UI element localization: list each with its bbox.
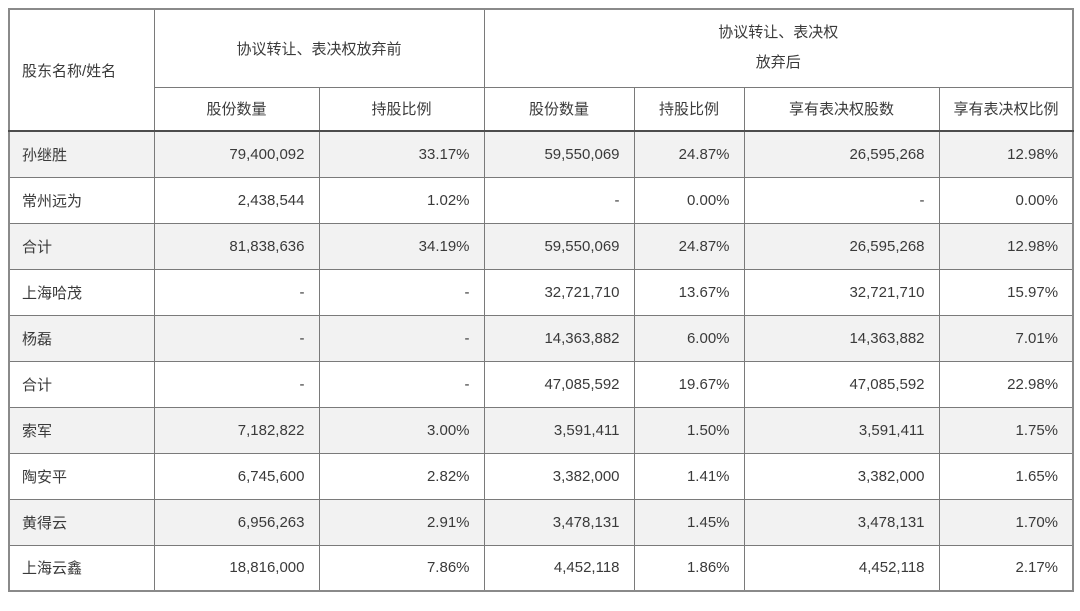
value-cell: 12.98% bbox=[938, 222, 1074, 270]
value-cell: 13.67% bbox=[633, 268, 745, 316]
value-cell: - bbox=[153, 314, 320, 362]
table-row: 常州远为 2,438,544 1.02% -0.00% -0.00% bbox=[8, 176, 1074, 224]
col-header-voting-shares: 享有表决权股数 bbox=[743, 86, 940, 132]
value-cell: 47,085,592 bbox=[483, 360, 635, 408]
after-group-header-line1: 协议转让、表决权 bbox=[718, 24, 839, 42]
value-cell: 3.00% bbox=[318, 406, 485, 454]
shareholding-table: 股东名称/姓名 协议转让、表决权放弃前 协议转让、表决权 放弃后 股份数量 持股… bbox=[8, 8, 1075, 592]
value-cell: 32,721,710 bbox=[483, 268, 635, 316]
shareholder-name-cell: 黄得云 bbox=[8, 498, 155, 546]
value-cell: 14,363,882 bbox=[743, 314, 940, 362]
value-cell: 14,363,882 bbox=[483, 314, 635, 362]
col-header-shares-after: 股份数量 bbox=[483, 86, 635, 132]
col-header-ratio-after: 持股比例 bbox=[633, 86, 745, 132]
table-header: 股东名称/姓名 协议转让、表决权放弃前 协议转让、表决权 放弃后 股份数量 持股… bbox=[8, 8, 1074, 132]
value-cell: 2.17% bbox=[938, 544, 1074, 592]
value-cell: 0.00% bbox=[938, 176, 1074, 224]
value-cell: 4,452,118 bbox=[483, 544, 635, 592]
value-cell: 3,382,000 bbox=[743, 452, 940, 500]
shareholder-name-cell: 合计 bbox=[8, 360, 155, 408]
table-row: 上海云鑫 18,816,000 7.86% 4,452,118 1.86% 4,452,1… bbox=[8, 544, 1074, 592]
value-cell: 18,816,000 bbox=[153, 544, 320, 592]
shareholder-column-header: 股东名称/姓名 bbox=[8, 8, 155, 132]
value-cell: 26,595,268 bbox=[743, 130, 940, 178]
shareholder-name-cell: 陶安平 bbox=[8, 452, 155, 500]
col-header-shares-before: 股份数量 bbox=[153, 86, 320, 132]
value-cell: - bbox=[318, 360, 485, 408]
value-cell: 6,745,600 bbox=[153, 452, 320, 500]
value-cell: 1.41% bbox=[633, 452, 745, 500]
value-cell: 4,452,118 bbox=[743, 544, 940, 592]
value-cell: 1.65% bbox=[938, 452, 1074, 500]
value-cell: - bbox=[318, 268, 485, 316]
table-row: 合计 81,838,636 34.19% 59,550,069 24.87% 26,595… bbox=[8, 222, 1074, 270]
value-cell: 3,382,000 bbox=[483, 452, 635, 500]
value-cell: 1.02% bbox=[318, 176, 485, 224]
value-cell: - bbox=[743, 176, 940, 224]
value-cell: 2.91% bbox=[318, 498, 485, 546]
value-cell: 47,085,592 bbox=[743, 360, 940, 408]
after-transfer-group-header: 协议转让、表决权 放弃后 bbox=[483, 8, 1074, 88]
value-cell: 22.98% bbox=[938, 360, 1074, 408]
value-cell: 12.98% bbox=[938, 130, 1074, 178]
value-cell: 32,721,710 bbox=[743, 268, 940, 316]
value-cell: 24.87% bbox=[633, 130, 745, 178]
value-cell: 1.75% bbox=[938, 406, 1074, 454]
table-row: 杨磊 - -14,363,882 6.00% 14,363,882 7.01% bbox=[8, 314, 1074, 362]
value-cell: - bbox=[153, 268, 320, 316]
value-cell: - bbox=[153, 360, 320, 408]
value-cell: 3,591,411 bbox=[483, 406, 635, 454]
value-cell: 2.82% bbox=[318, 452, 485, 500]
value-cell: 26,595,268 bbox=[743, 222, 940, 270]
value-cell: 15.97% bbox=[938, 268, 1074, 316]
shareholder-name-cell: 常州远为 bbox=[8, 176, 155, 224]
table-row: 孙继胜 79,400,092 33.17% 59,550,069 24.87% 26,59… bbox=[8, 130, 1074, 178]
shareholder-name-cell: 合计 bbox=[8, 222, 155, 270]
value-cell: 81,838,636 bbox=[153, 222, 320, 270]
value-cell: 6.00% bbox=[633, 314, 745, 362]
table-body: 孙继胜 79,400,092 33.17% 59,550,069 24.87% 26,59… bbox=[8, 130, 1074, 592]
table-row: 合计 - -47,085,592 19.67% 47,085,592 22.98% bbox=[8, 360, 1074, 408]
table-row: 索军 7,182,822 3.00% 3,591,411 1.50% 3,591,411 1… bbox=[8, 406, 1074, 454]
value-cell: 59,550,069 bbox=[483, 222, 635, 270]
value-cell: 7.86% bbox=[318, 544, 485, 592]
header-group-row: 股东名称/姓名 协议转让、表决权放弃前 协议转让、表决权 放弃后 bbox=[8, 8, 1074, 132]
value-cell: 1.50% bbox=[633, 406, 745, 454]
value-cell: 1.70% bbox=[938, 498, 1074, 546]
before-transfer-group-header: 协议转让、表决权放弃前 bbox=[153, 8, 485, 88]
shareholder-name-cell: 上海云鑫 bbox=[8, 544, 155, 592]
value-cell: 19.67% bbox=[633, 360, 745, 408]
value-cell: 33.17% bbox=[318, 130, 485, 178]
shareholder-name-cell: 杨磊 bbox=[8, 314, 155, 362]
col-header-ratio-before: 持股比例 bbox=[318, 86, 485, 132]
table-row: 陶安平 6,745,600 2.82% 3,382,000 1.41% 3,382,000… bbox=[8, 452, 1074, 500]
value-cell: 7.01% bbox=[938, 314, 1074, 362]
col-header-voting-ratio: 享有表决权比例 bbox=[938, 86, 1074, 132]
shareholder-name-cell: 孙继胜 bbox=[8, 130, 155, 178]
value-cell: 3,478,131 bbox=[483, 498, 635, 546]
value-cell: 59,550,069 bbox=[483, 130, 635, 178]
value-cell: 6,956,263 bbox=[153, 498, 320, 546]
shareholder-name-cell: 上海哈茂 bbox=[8, 268, 155, 316]
shareholder-name-cell: 索军 bbox=[8, 406, 155, 454]
value-cell: 2,438,544 bbox=[153, 176, 320, 224]
table-row: 黄得云 6,956,263 2.91% 3,478,131 1.45% 3,478,131… bbox=[8, 498, 1074, 546]
value-cell: 3,591,411 bbox=[743, 406, 940, 454]
value-cell: - bbox=[483, 176, 635, 224]
value-cell: 0.00% bbox=[633, 176, 745, 224]
value-cell: 79,400,092 bbox=[153, 130, 320, 178]
value-cell: 24.87% bbox=[633, 222, 745, 270]
header-sub-row: 股份数量 持股比例 股份数量 持股比例 享有表决权股数 享有表决权比例 bbox=[9, 86, 1074, 132]
after-group-header-line2: 放弃后 bbox=[755, 54, 801, 72]
value-cell: - bbox=[318, 314, 485, 362]
value-cell: 1.86% bbox=[633, 544, 745, 592]
value-cell: 1.45% bbox=[633, 498, 745, 546]
value-cell: 34.19% bbox=[318, 222, 485, 270]
value-cell: 7,182,822 bbox=[153, 406, 320, 454]
table-row: 上海哈茂 - -32,721,710 13.67% 32,721,710 15.97% bbox=[8, 268, 1074, 316]
value-cell: 3,478,131 bbox=[743, 498, 940, 546]
